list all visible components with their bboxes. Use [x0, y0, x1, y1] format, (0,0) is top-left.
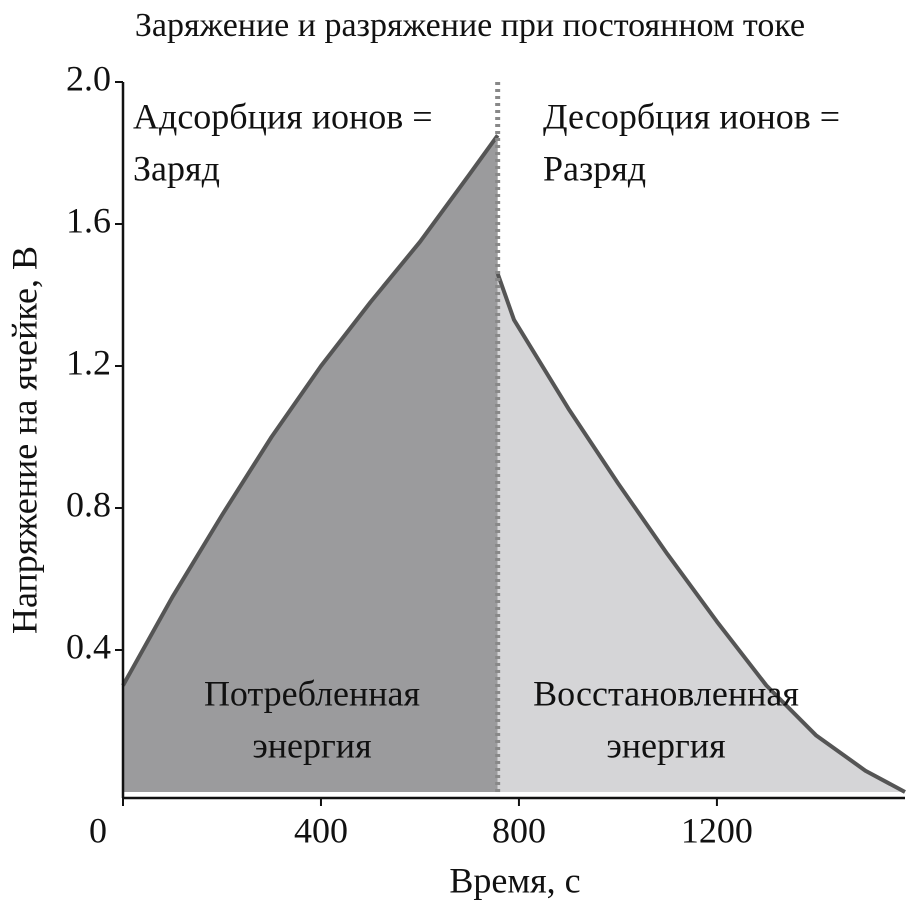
x-tick-label: 1200: [681, 810, 753, 850]
x-tick-label: 800: [492, 810, 546, 850]
y-tick-label: 1.2: [66, 342, 111, 382]
y-tick-label: 2.0: [66, 58, 111, 98]
y-tick-label: 0.4: [66, 626, 111, 666]
y-tick-label: 0.8: [66, 484, 111, 524]
annotation: Заряд: [133, 148, 220, 188]
y-tick-label: 1.6: [66, 200, 111, 240]
annotation: энергия: [252, 725, 371, 765]
area-fill: [497, 273, 905, 792]
x-axis-label: Время, с: [449, 860, 580, 900]
annotation: Разряд: [543, 148, 646, 188]
annotation: Адсорбция ионов =: [133, 96, 433, 136]
line: [495, 273, 906, 794]
x-tick-label: 400: [294, 810, 348, 850]
chart-title: Заряжение и разряжение при постоянном то…: [135, 7, 805, 44]
annotation: Потребленная: [204, 673, 420, 713]
annotation: Десорбция ионов =: [543, 96, 840, 136]
x-tick-label: 0: [89, 810, 107, 850]
area-fill: [123, 135, 498, 793]
annotation: энергия: [606, 725, 725, 765]
y-axis-label: Напряжение на ячейке, В: [4, 246, 44, 634]
line: [121, 134, 500, 687]
annotation: Восстановленная: [533, 673, 799, 713]
